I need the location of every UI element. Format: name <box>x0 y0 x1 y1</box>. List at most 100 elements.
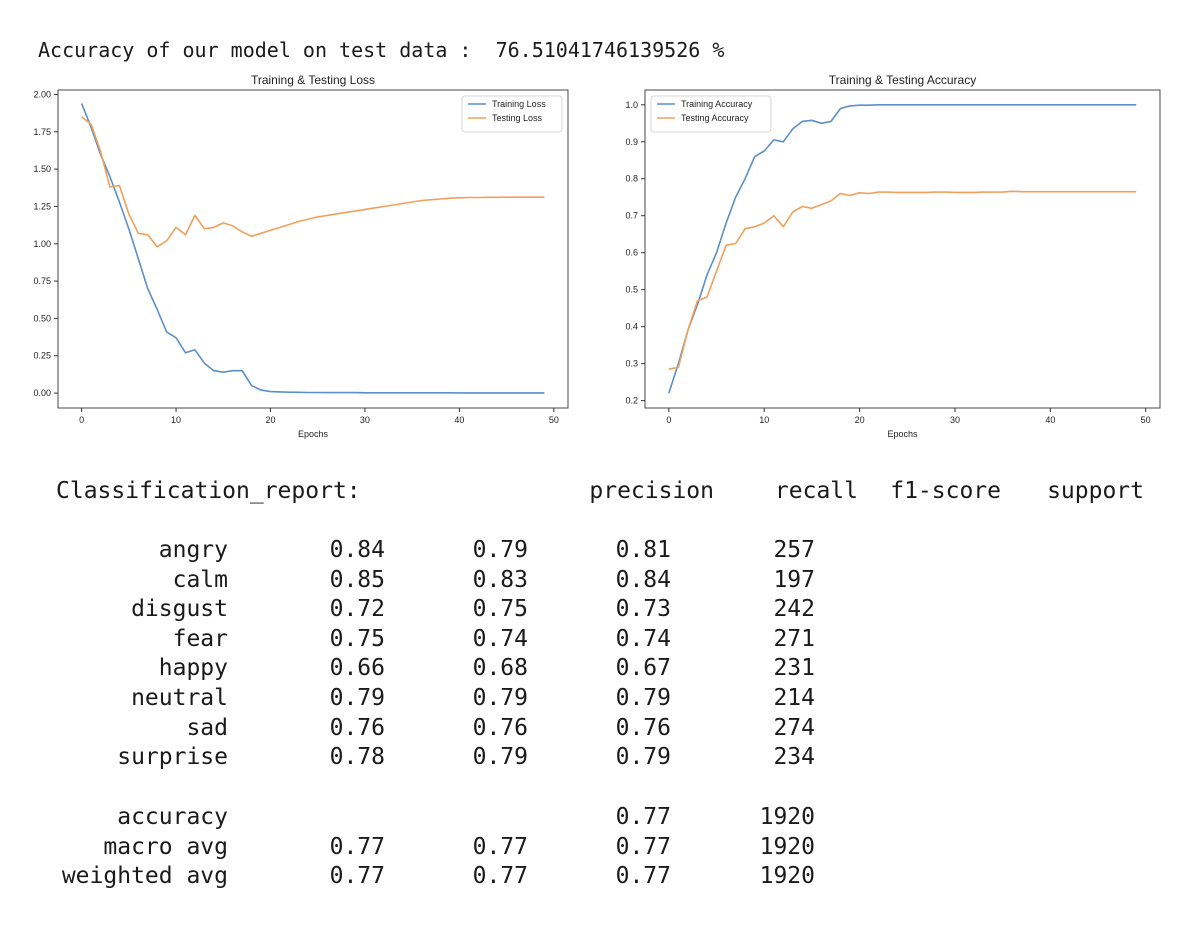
y-tick-label: 0.6 <box>625 248 638 258</box>
series-line-1 <box>668 103 1137 394</box>
y-tick-label: 0.00 <box>33 388 51 398</box>
row-label: neutral <box>131 685 228 711</box>
series-line-1 <box>80 103 545 394</box>
row-f1: 0.79 <box>615 744 671 771</box>
row-support: 214 <box>773 685 815 711</box>
row-label: accuracy <box>117 804 228 830</box>
y-tick-label: 0.3 <box>625 359 638 369</box>
row-label: surprise <box>117 744 228 771</box>
x-tick-label: 20 <box>855 415 865 425</box>
row-support: 274 <box>773 714 815 741</box>
chart-title: Training & Testing Accuracy <box>829 73 976 87</box>
legend: Training Loss Testing Loss <box>461 95 563 133</box>
x-tick-label: 40 <box>454 415 464 425</box>
y-tick-label: 0.9 <box>625 137 638 147</box>
row-f1: 0.81 <box>615 537 671 563</box>
x-tick-label: 0 <box>79 415 84 425</box>
row-recall: 0.83 <box>472 566 528 593</box>
row-support: 1920 <box>759 833 815 860</box>
row-recall: 0.68 <box>472 655 528 682</box>
legend: Training Accuracy Testing Accuracy <box>650 95 772 133</box>
row-label: macro avg <box>103 833 228 860</box>
row-f1: 0.76 <box>615 714 671 741</box>
x-tick-label: 0 <box>666 415 671 425</box>
accuracy-chart: Training & Testing Accuracy 0.2 0.3 0.4 0.5 0… <box>625 73 1161 439</box>
x-tick-label: 10 <box>171 415 181 425</box>
x-axis-label: Epochs <box>887 429 918 439</box>
y-tick-label: 0.4 <box>625 322 638 332</box>
row-f1: 0.77 <box>615 804 671 830</box>
plot-frame <box>644 89 1161 409</box>
y-tick-label: 1.00 <box>33 239 51 249</box>
row-precision: 0.66 <box>329 655 385 682</box>
row-recall: 0.77 <box>472 863 528 890</box>
loss-chart: Training & Testing Loss 0.00 0.25 0.50 0.75 1… <box>33 73 569 439</box>
legend-label-2: Testing Accuracy <box>681 113 749 123</box>
y-tick-label: 0.8 <box>625 174 638 184</box>
plot-frame <box>57 89 569 409</box>
row-support: 197 <box>773 566 815 593</box>
x-tick-label: 30 <box>360 415 370 425</box>
series-line-2 <box>81 116 545 248</box>
row-f1: 0.84 <box>615 566 671 593</box>
classification-report: Classification_report: precision recall … <box>0 470 1190 910</box>
row-support: 1920 <box>759 804 815 830</box>
row-label: fear <box>172 625 228 652</box>
y-tick-label: 1.25 <box>33 201 51 211</box>
x-tick-label: 40 <box>1045 415 1055 425</box>
series-line-2 <box>668 190 1137 370</box>
row-support: 257 <box>773 537 815 563</box>
row-support: 231 <box>773 655 815 682</box>
row-label: disgust <box>131 596 228 623</box>
accuracy-line: Accuracy of our model on test data : 76.… <box>38 38 724 62</box>
row-support: 271 <box>773 625 815 652</box>
x-tick-label: 30 <box>950 415 960 425</box>
row-label: angry <box>158 537 228 563</box>
row-recall: 0.77 <box>472 833 528 860</box>
header-f1-score: f1-score <box>890 478 1001 504</box>
row-label: weighted avg <box>61 863 228 890</box>
y-tick-label: 0.2 <box>625 396 638 406</box>
row-f1: 0.77 <box>615 833 671 860</box>
header-support: support <box>1047 478 1144 504</box>
row-recall: 0.79 <box>472 685 528 711</box>
row-recall: 0.75 <box>472 596 528 623</box>
y-tick-label: 0.75 <box>33 276 51 286</box>
row-precision: 0.77 <box>329 833 385 860</box>
row-precision: 0.75 <box>329 625 385 652</box>
chart-title: Training & Testing Loss <box>251 73 375 87</box>
row-support: 1920 <box>759 863 815 890</box>
y-tick-label: 1.50 <box>33 164 51 174</box>
y-tick-label: 2.00 <box>33 89 51 99</box>
row-f1: 0.73 <box>615 596 671 623</box>
legend-box <box>650 95 772 133</box>
row-support: 242 <box>773 596 815 623</box>
row-label: calm <box>172 566 228 593</box>
header-precision: precision <box>589 478 714 504</box>
row-f1: 0.74 <box>615 625 671 652</box>
row-precision: 0.72 <box>329 596 385 623</box>
row-precision: 0.84 <box>329 537 385 563</box>
row-f1: 0.79 <box>615 685 671 711</box>
row-precision: 0.76 <box>329 714 385 741</box>
y-tick-label: 1.0 <box>625 100 638 110</box>
x-tick-label: 20 <box>265 415 275 425</box>
accuracy-label: Accuracy of our model on test data : <box>38 38 472 62</box>
y-tick-label: 0.7 <box>625 211 638 221</box>
header-recall: recall <box>774 478 858 504</box>
row-recall: 0.79 <box>472 537 528 563</box>
row-recall: 0.79 <box>472 744 528 771</box>
row-f1: 0.77 <box>615 863 671 890</box>
row-recall: 0.74 <box>472 625 528 652</box>
x-tick-label: 50 <box>1141 415 1151 425</box>
x-axis-label: Epochs <box>298 429 329 439</box>
legend-label-2: Testing Loss <box>492 113 543 123</box>
row-f1: 0.67 <box>615 655 671 682</box>
y-tick-label: 0.50 <box>33 313 51 323</box>
x-tick-label: 50 <box>549 415 559 425</box>
row-label: sad <box>186 714 228 741</box>
accuracy-value: 76.51041746139526 % <box>495 38 725 62</box>
y-tick-label: 1.75 <box>33 127 51 137</box>
row-precision: 0.85 <box>329 566 385 593</box>
legend-label-1: Training Loss <box>492 99 546 109</box>
